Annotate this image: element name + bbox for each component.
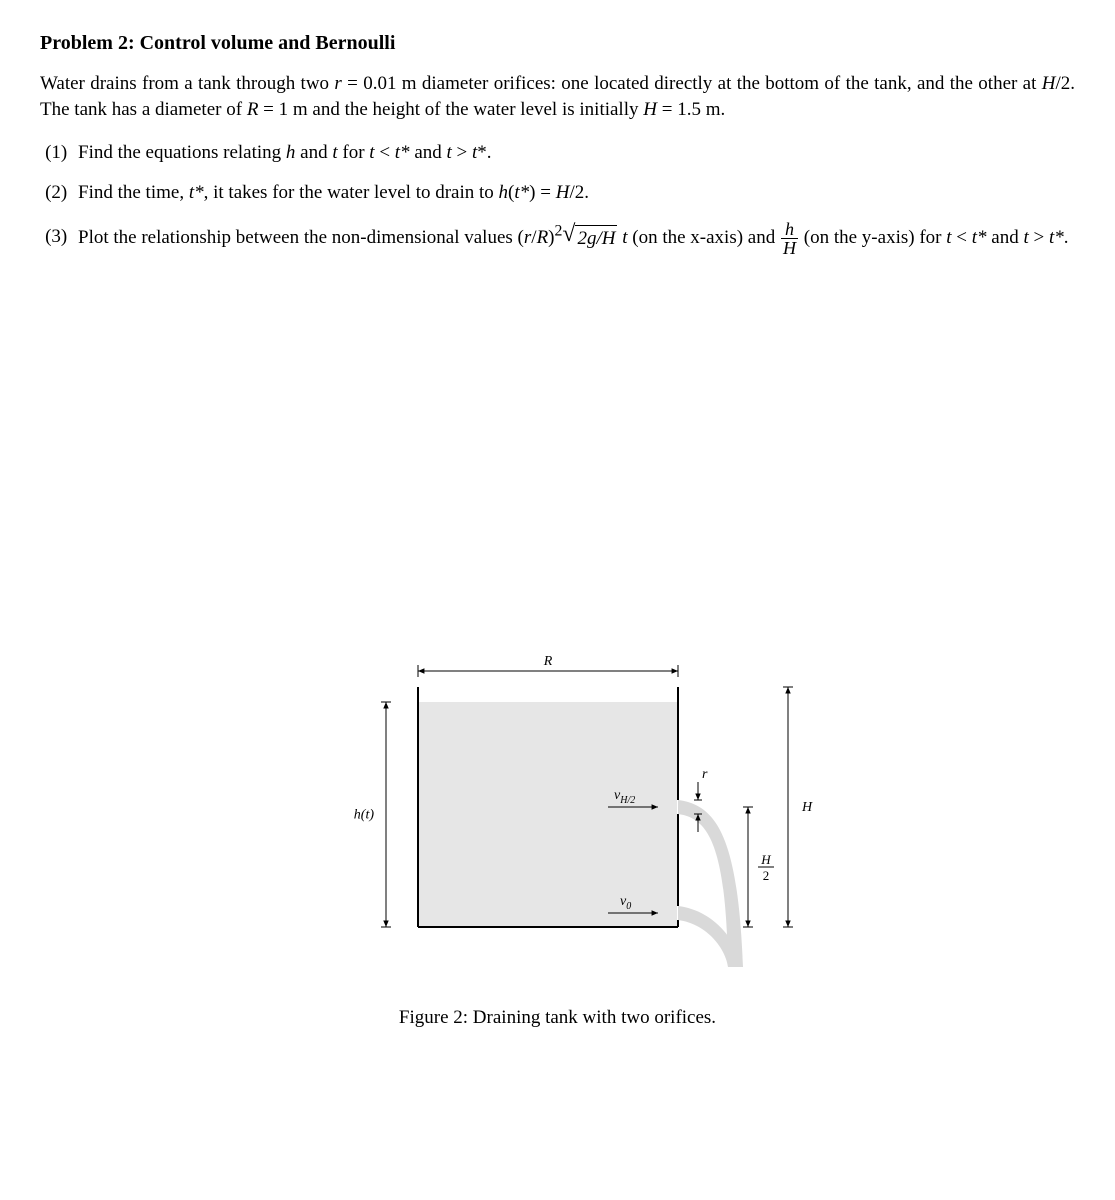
- tank-diagram: vH/2v0Rh(t)HH2r: [298, 637, 818, 977]
- svg-text:H: H: [760, 852, 771, 867]
- svg-text:r: r: [702, 767, 708, 782]
- problem-title: Problem 2: Control volume and Bernoulli: [40, 30, 1075, 57]
- question-1: Find the equations relating h and t for …: [72, 140, 1075, 166]
- svg-text:R: R: [542, 654, 552, 669]
- figure-2: vH/2v0Rh(t)HH2r Figure 2: Draining tank …: [40, 637, 1075, 1031]
- svg-text:h(t): h(t): [353, 807, 374, 822]
- svg-text:H: H: [801, 800, 813, 815]
- question-3: Plot the relationship between the non-di…: [72, 220, 1075, 257]
- figure-caption: Figure 2: Draining tank with two orifice…: [40, 1005, 1075, 1031]
- question-2: Find the time, t*, it takes for the wate…: [72, 180, 1075, 206]
- svg-text:2: 2: [762, 868, 769, 883]
- problem-intro: Water drains from a tank through two r =…: [40, 71, 1075, 122]
- question-list: Find the equations relating h and t for …: [40, 140, 1075, 256]
